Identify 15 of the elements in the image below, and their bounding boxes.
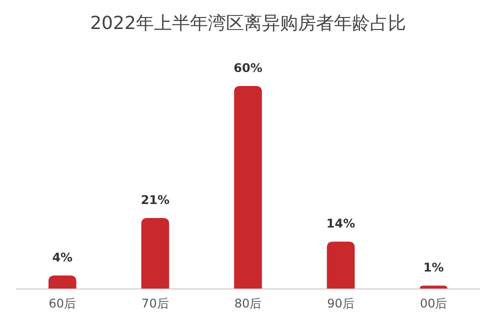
data-label: 4% [52, 250, 73, 264]
bar [48, 275, 76, 289]
bar [141, 218, 170, 289]
bar [326, 242, 355, 289]
x-tick-label: 70后 [142, 296, 169, 311]
x-tick-label: 60后 [48, 296, 76, 311]
bar [234, 86, 262, 289]
data-label: 1% [423, 260, 444, 275]
data-label: 60% [234, 61, 262, 75]
data-label: 14% [326, 216, 356, 231]
x-tick-label: 80后 [234, 296, 262, 311]
x-tick-label: 90后 [327, 296, 354, 311]
x-tick-label: 00后 [420, 296, 448, 311]
chart-title: 2022年上半年湾区离异购房者年龄占比 [90, 13, 406, 34]
data-label: 21% [140, 192, 170, 207]
